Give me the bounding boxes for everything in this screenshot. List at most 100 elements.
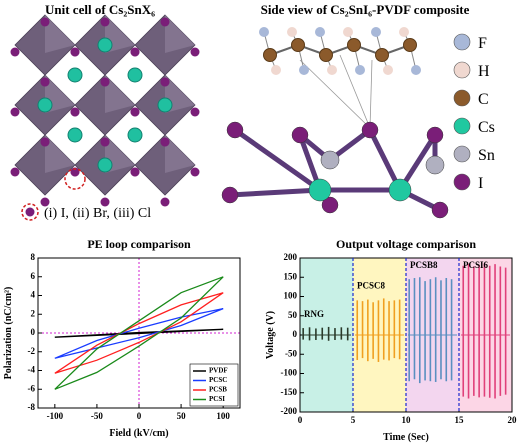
panel-title: Side view of Cs₂SnI₆-PVDF composite [261, 2, 470, 17]
pe-loop [54, 276, 224, 390]
cs-atom [67, 127, 83, 143]
y-tick-label: -100 [281, 368, 298, 378]
legend-atom [25, 207, 35, 217]
region-label: PCSC8 [357, 280, 386, 290]
halide-atom [10, 167, 20, 177]
pe-loop [54, 328, 224, 338]
panel-title: Unit cell of Cs₂SnX₆ [45, 2, 155, 17]
cs-atom [67, 67, 83, 83]
cs-atom [97, 37, 113, 53]
region-label: PCSB8 [410, 260, 438, 270]
legend-label: F [478, 35, 487, 52]
y-tick-label: 0 [31, 327, 36, 337]
cs-atom [127, 67, 143, 83]
halide-atom [10, 47, 20, 57]
y-tick-label: 100 [284, 291, 298, 301]
cs-atom [127, 127, 143, 143]
y-tick-label: 200 [284, 252, 298, 262]
halide-atom [190, 167, 200, 177]
legend-ring [21, 203, 39, 221]
atom [403, 38, 417, 52]
octahedron-face [45, 135, 75, 173]
atom [355, 65, 365, 75]
atom [291, 38, 305, 52]
halide-atom [10, 107, 20, 117]
atom [343, 27, 353, 37]
atom [319, 48, 333, 62]
atom [287, 27, 297, 37]
y-tick-label: -50 [285, 348, 297, 358]
halide-atom [190, 107, 200, 117]
octahedron-face [45, 75, 75, 113]
y-tick-label: 150 [284, 271, 298, 281]
halide-atom [160, 77, 170, 87]
halide-atom [100, 77, 110, 87]
y-tick-label: -6 [28, 383, 36, 393]
legend-label: PCSI [209, 395, 225, 403]
interaction-line [369, 59, 373, 129]
atom [226, 121, 244, 139]
halide-atom [100, 17, 110, 27]
legend-label: Cs [478, 119, 495, 136]
atom [299, 65, 309, 75]
legend-atom [453, 33, 471, 51]
atom [308, 178, 332, 202]
pe-loop [54, 292, 224, 374]
halide-atom [160, 137, 170, 147]
legend-atom [453, 61, 471, 79]
halide-atom [40, 137, 50, 147]
octahedron-face [165, 15, 195, 53]
highlight-ring [64, 168, 86, 190]
x-tick-label: 5 [351, 415, 356, 425]
y-axis-label: Polarization (nC/cm²) [3, 287, 14, 380]
legend-label: PVDF [209, 367, 228, 375]
octahedron-face [165, 135, 195, 173]
halide-atom [130, 107, 140, 117]
octahedron-face [105, 135, 135, 173]
cs-atom [157, 97, 173, 113]
y-tick-label: 6 [31, 271, 36, 281]
octahedron-face [45, 15, 75, 53]
atom [327, 65, 337, 75]
atom [263, 48, 277, 62]
octahedron-face [105, 15, 135, 53]
x-tick-label: -50 [91, 411, 103, 421]
y-tick-label: -200 [281, 406, 298, 416]
legend-label: I [478, 175, 483, 192]
octahedron-face [165, 75, 195, 113]
atom [399, 27, 409, 37]
y-tick-label: 2 [31, 308, 36, 318]
legend-atom [453, 117, 471, 135]
bond [227, 187, 323, 198]
atom [371, 27, 381, 37]
octahedron-face [105, 75, 135, 113]
y-tick-label: 50 [288, 310, 298, 320]
cs-atom [97, 157, 113, 173]
y-tick-label: 8 [31, 252, 36, 262]
y-tick-label: -150 [281, 387, 298, 397]
halide-atom [130, 47, 140, 57]
y-tick-label: 0 [293, 329, 298, 339]
atom [383, 65, 393, 75]
atom [347, 38, 361, 52]
atom [291, 126, 309, 144]
halide-atom [190, 47, 200, 57]
bond [232, 127, 323, 193]
x-tick-label: 20 [508, 415, 518, 425]
legend-text: (i) I, (ii) Br, (iii) Cl [44, 206, 151, 221]
legend-atom [453, 89, 471, 107]
halide-atom [100, 137, 110, 147]
atom [425, 155, 445, 175]
interaction-line [339, 54, 371, 129]
atom [221, 186, 239, 204]
x-tick-label: 50 [177, 411, 187, 421]
region-label: RNG [304, 309, 324, 319]
y-tick-label: -4 [28, 365, 36, 375]
atom [388, 178, 412, 202]
pe-loop [54, 307, 224, 359]
atom [315, 27, 325, 37]
legend-label: H [478, 63, 490, 80]
halide-atom [130, 167, 140, 177]
x-tick-label: 0 [298, 415, 303, 425]
